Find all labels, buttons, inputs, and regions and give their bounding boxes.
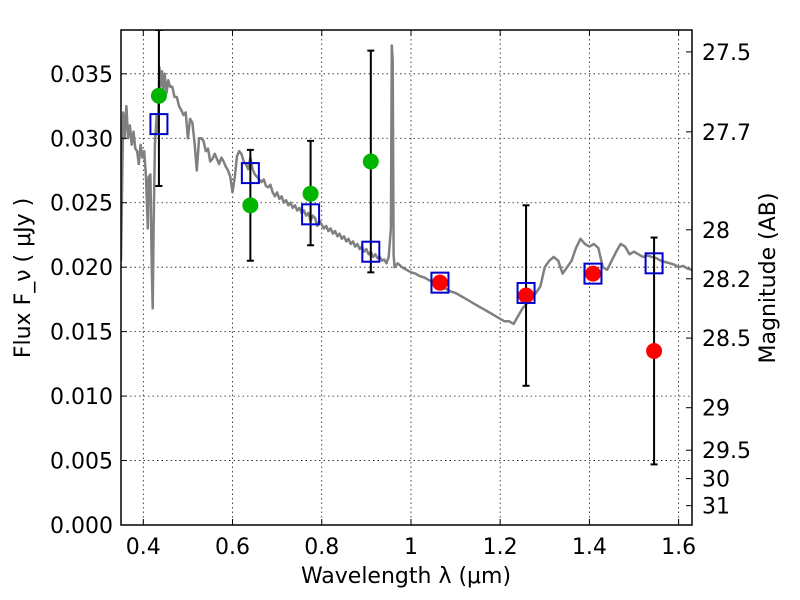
model-photometry-box: [644, 252, 664, 275]
right-tick-label: 31: [702, 495, 730, 520]
detection-point: [150, 87, 167, 104]
right-tick-label: 30: [702, 468, 730, 493]
x-tick-label: 1.6: [661, 535, 696, 560]
plot-frame: [120, 29, 693, 526]
model-photometry-box: [516, 281, 536, 304]
right-tick-label: 29: [702, 397, 730, 422]
x-tick-label: 1.2: [483, 535, 518, 560]
detection-point: [302, 185, 319, 202]
x-tick-label: 0.8: [304, 535, 339, 560]
model-photometry-box: [430, 271, 450, 294]
plot-series: [121, 30, 692, 466]
right-tick-label: 28: [702, 219, 730, 244]
right-tick-label: 27.7: [702, 121, 751, 146]
grid: [121, 30, 692, 526]
model-photometry-box: [301, 203, 321, 226]
detection-point: [362, 153, 379, 170]
right-tick-label: 28.2: [702, 268, 751, 293]
y-tick-label: 0.015: [50, 321, 113, 346]
x-axis-label: Wavelength λ (μm): [301, 564, 511, 589]
upper-limit-point: [584, 265, 601, 282]
y-tick-label: 0.010: [50, 385, 113, 410]
upper-limit-point: [646, 342, 663, 359]
upper-limit-point: [518, 287, 535, 304]
right-tick-label: 29.5: [702, 439, 751, 464]
model-photometry-box: [149, 113, 169, 136]
y-tick-label: 0.030: [50, 127, 113, 152]
model-photometry-box: [583, 262, 603, 285]
model-spectrum-line: [121, 44, 692, 326]
y-tick-label: 0.020: [50, 256, 113, 281]
x-tick-label: 0.4: [126, 535, 161, 560]
y-tick-label: 0.035: [50, 63, 113, 88]
x-tick-label: 0.6: [215, 535, 250, 560]
y-tick-label: 0.025: [50, 192, 113, 217]
y-axis-label: Flux F_ν ( μJy ): [11, 198, 36, 358]
x-tick-label: 1: [404, 535, 418, 560]
right-tick-label: 28.5: [702, 327, 751, 352]
model-photometry-box: [240, 162, 260, 185]
tick-labels: 0.4 0.6 0.8 1 1.2 1.4 1.6 0.000 0.005 0.010 0.015 0…: [50, 41, 751, 560]
x-tick-label: 1.4: [572, 535, 607, 560]
model-photometry-box: [361, 240, 381, 263]
right-axis-label: Magnitude (AB): [756, 193, 781, 364]
y-tick-label: 0.005: [50, 450, 113, 475]
upper-limit-point: [431, 274, 448, 291]
detection-point: [242, 197, 259, 214]
right-tick-label: 27.5: [702, 41, 751, 66]
axis-ticks: [121, 30, 692, 526]
y-tick-label: 0.000: [50, 514, 113, 539]
